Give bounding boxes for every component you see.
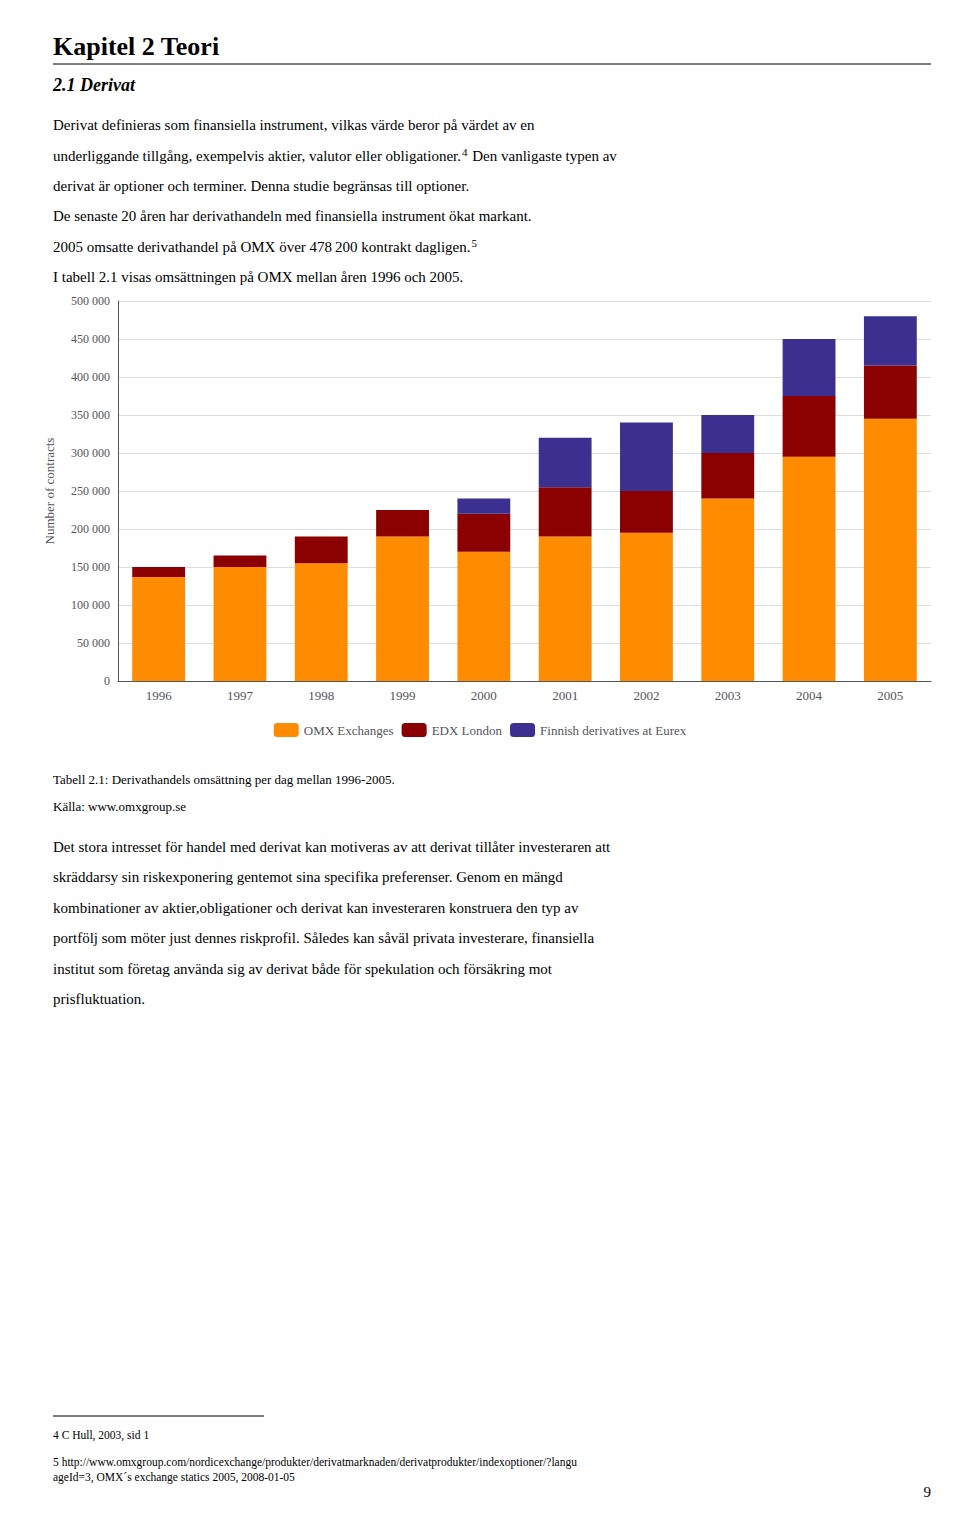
svg-text:Finnish derivatives at Eurex: Finnish derivatives at Eurex bbox=[540, 723, 687, 738]
svg-text:Det stora intresset för handel: Det stora intresset för handel med deriv… bbox=[53, 839, 611, 855]
svg-text:1997: 1997 bbox=[227, 688, 254, 703]
svg-text:2002: 2002 bbox=[633, 688, 659, 703]
svg-text:200 000: 200 000 bbox=[71, 522, 110, 536]
svg-text:500 000: 500 000 bbox=[71, 294, 110, 308]
svg-text:5: 5 bbox=[471, 237, 477, 249]
svg-text:50 000: 50 000 bbox=[77, 636, 110, 650]
svg-text:2005: 2005 bbox=[877, 688, 903, 703]
svg-text:Den vanligaste typen av: Den vanligaste typen av bbox=[469, 148, 618, 164]
svg-text:derivat är optioner och termin: derivat är optioner och terminer. Denna … bbox=[53, 178, 469, 194]
svg-text:2004: 2004 bbox=[796, 688, 823, 703]
svg-text:kombinationer av aktier,obliga: kombinationer av aktier,obligationer och… bbox=[53, 900, 579, 916]
svg-text:4: 4 bbox=[462, 146, 468, 158]
svg-text:2005 omsatte derivathandel på: 2005 omsatte derivathandel på OMX över 4… bbox=[53, 239, 471, 255]
svg-text:Tabell 2.1: Derivathandels oms: Tabell 2.1: Derivathandels omsättning pe… bbox=[53, 772, 395, 787]
svg-text:Number of contracts: Number of contracts bbox=[42, 438, 57, 545]
svg-text:5 http://www.omxgroup.com/nord: 5 http://www.omxgroup.com/nordicexchange… bbox=[53, 1456, 577, 1469]
svg-text:I tabell 2.1 visas omsättninge: I tabell 2.1 visas omsättningen på OMX m… bbox=[53, 269, 463, 285]
svg-text:Kapitel 2 Teori: Kapitel 2 Teori bbox=[53, 32, 219, 61]
svg-text:150 000: 150 000 bbox=[71, 560, 110, 574]
svg-text:EDX London: EDX London bbox=[432, 723, 503, 738]
svg-text:2000: 2000 bbox=[471, 688, 497, 703]
svg-text:Derivat definieras som finansi: Derivat definieras som finansiella instr… bbox=[53, 117, 535, 133]
svg-text:450 000: 450 000 bbox=[71, 332, 110, 346]
svg-text:Källa: www.omxgroup.se: Källa: www.omxgroup.se bbox=[53, 799, 186, 814]
svg-text:0: 0 bbox=[104, 674, 110, 688]
svg-text:OMX Exchanges: OMX Exchanges bbox=[304, 723, 394, 738]
svg-text:institut som företag använda s: institut som företag använda sig av deri… bbox=[53, 961, 553, 977]
svg-text:2001: 2001 bbox=[552, 688, 578, 703]
svg-text:underliggande tillgång, exempe: underliggande tillgång, exempelvis aktie… bbox=[53, 148, 461, 164]
svg-text:400 000: 400 000 bbox=[71, 370, 110, 384]
svg-text:4 C Hull, 2003, sid 1: 4 C Hull, 2003, sid 1 bbox=[53, 1429, 149, 1442]
svg-text:1996: 1996 bbox=[146, 688, 173, 703]
svg-text:skräddarsy sin riskexponering: skräddarsy sin riskexponering gentemot s… bbox=[53, 869, 563, 885]
svg-text:portfölj som möter just dennes: portfölj som möter just dennes riskprofi… bbox=[53, 930, 594, 946]
svg-text:9: 9 bbox=[924, 1484, 932, 1500]
svg-text:1998: 1998 bbox=[308, 688, 334, 703]
svg-text:350 000: 350 000 bbox=[71, 408, 110, 422]
svg-text:ageId=3, OMX´s exchange static: ageId=3, OMX´s exchange statics 2005, 20… bbox=[53, 1471, 295, 1484]
svg-text:2.1 Derivat: 2.1 Derivat bbox=[52, 75, 136, 95]
svg-text:100 000: 100 000 bbox=[71, 598, 110, 612]
svg-text:1999: 1999 bbox=[390, 688, 416, 703]
svg-text:De senaste 20 åren har derivat: De senaste 20 åren har derivathandeln me… bbox=[53, 208, 532, 224]
svg-text:250 000: 250 000 bbox=[71, 484, 110, 498]
svg-text:2003: 2003 bbox=[715, 688, 741, 703]
svg-text:prisfluktuation.: prisfluktuation. bbox=[53, 991, 145, 1007]
svg-text:300 000: 300 000 bbox=[71, 446, 110, 460]
